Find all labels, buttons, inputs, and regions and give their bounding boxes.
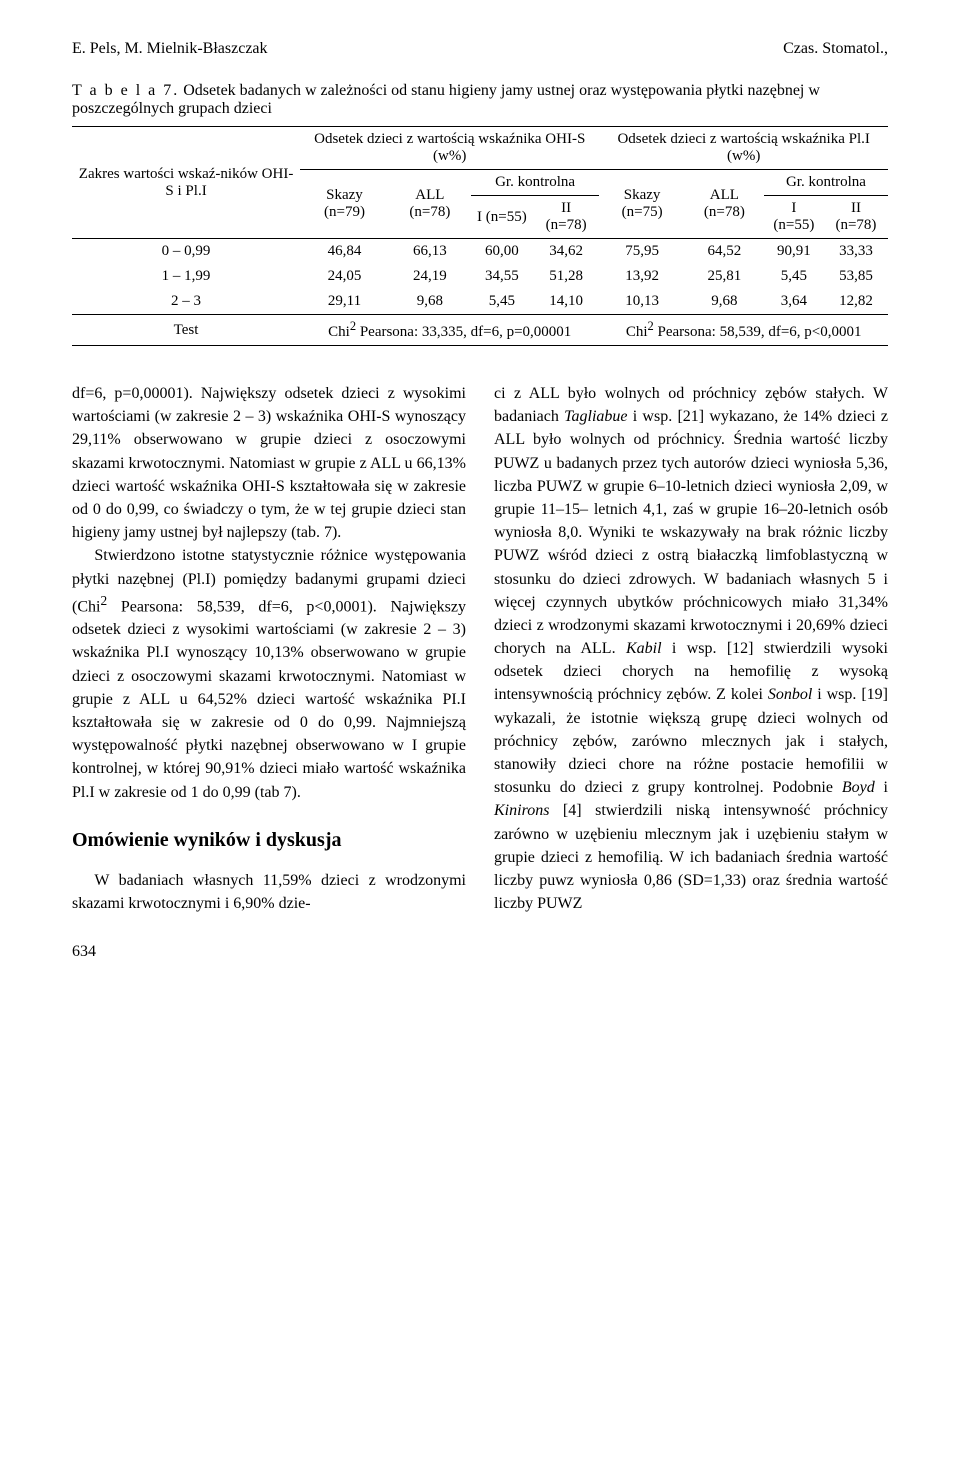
left-p3: W badaniach własnych 11,59% dzieci z wro… [72,869,466,915]
table-caption: T a b e l a 7. Odsetek badanych w zależn… [72,82,888,118]
cell: 9,68 [389,289,471,315]
cell: 10,13 [599,289,685,315]
col-i-b: I (n=55) [764,196,824,239]
col-i-a: I (n=55) [471,196,533,239]
cell: 5,45 [764,264,824,289]
right-column: ci z ALL było wolnych od próchnicy zębów… [494,382,888,915]
cell: 3,64 [764,289,824,315]
right-p1: ci z ALL było wolnych od próchnicy zębów… [494,382,888,915]
cell: 90,91 [764,239,824,265]
col-grk-a: Gr. kontrolna [471,170,599,196]
right-p1-it5: Kinirons [494,802,549,819]
cell: 9,68 [685,289,764,315]
page-number: 634 [72,943,888,961]
left-p2-b: Pearsona: 58,539, df=6, p<0,0001). Najwi… [72,598,466,801]
table-row: 1 – 1,99 24,05 24,19 34,55 51,28 13,92 2… [72,264,888,289]
body-columns: df=6, p=0,00001). Największy odsetek dzi… [72,382,888,915]
col-skazy-a: Skazy (n=79) [300,170,389,239]
test-cell-b: Chi2 Pearsona: 58,539, df=6, p<0,0001 [599,315,888,346]
col-skazy-b: Skazy (n=75) [599,170,685,239]
test-a-rest: Pearsona: 33,335, df=6, p=0,00001 [356,324,571,340]
test-a-prefix: Chi [328,324,350,340]
right-p1-f: [4] stwierdzili niską intensywność próch… [494,802,888,912]
right-p1-b: i wsp. [21] wykazano, że 14% dzieci z AL… [494,408,888,657]
cell: 33,33 [824,239,888,265]
col-all-b: ALL (n=78) [685,170,764,239]
cell: 34,55 [471,264,533,289]
cell: 60,00 [471,239,533,265]
row-label: Test [72,315,300,346]
test-cell-a: Chi2 Pearsona: 33,335, df=6, p=0,00001 [300,315,599,346]
cell: 14,10 [533,289,599,315]
table-row: 0 – 0,99 46,84 66,13 60,00 34,62 75,95 6… [72,239,888,265]
col-rowhead: Zakres wartości wskaź-ników OHI-S i Pl.I [72,127,300,239]
section-heading: Omówienie wyników i dyskusja [72,826,466,855]
cell: 46,84 [300,239,389,265]
cell: 53,85 [824,264,888,289]
right-p1-e: i [875,779,888,796]
right-p1-it3: Sonbol [768,686,812,703]
left-p2: Stwierdzono istotne statystycznie różnic… [72,544,466,803]
cell: 24,19 [389,264,471,289]
cell: 25,81 [685,264,764,289]
row-label: 0 – 0,99 [72,239,300,265]
group-b-header: Odsetek dzieci z wartością wskaźnika Pl.… [599,127,888,170]
cell: 34,62 [533,239,599,265]
data-table: Zakres wartości wskaź-ników OHI-S i Pl.I… [72,126,888,346]
cell: 75,95 [599,239,685,265]
table-caption-text: Odsetek badanych w zależności od stanu h… [72,82,820,117]
left-p1: df=6, p=0,00001). Największy odsetek dzi… [72,382,466,544]
col-grk-b: Gr. kontrolna [764,170,888,196]
cell: 24,05 [300,264,389,289]
col-ii-a: II (n=78) [533,196,599,239]
right-p1-it2: Kabil [626,640,662,657]
running-head-left: E. Pels, M. Mielnik-Błaszczak [72,40,268,58]
running-head: E. Pels, M. Mielnik-Błaszczak Czas. Stom… [72,40,888,58]
row-label: 2 – 3 [72,289,300,315]
group-a-header: Odsetek dzieci z wartością wskaźnika OHI… [300,127,599,170]
col-ii-b: II (n=78) [824,196,888,239]
right-p1-it4: Boyd [842,779,875,796]
test-b-rest: Pearsona: 58,539, df=6, p<0,0001 [654,324,862,340]
left-column: df=6, p=0,00001). Największy odsetek dzi… [72,382,466,915]
row-label: 1 – 1,99 [72,264,300,289]
cell: 29,11 [300,289,389,315]
cell: 12,82 [824,289,888,315]
table-row: Test Chi2 Pearsona: 33,335, df=6, p=0,00… [72,315,888,346]
running-head-right: Czas. Stomatol., [783,40,888,58]
cell: 64,52 [685,239,764,265]
right-p1-it1: Tagliabue [564,408,627,425]
table-row: 2 – 3 29,11 9,68 5,45 14,10 10,13 9,68 3… [72,289,888,315]
test-b-prefix: Chi [626,324,648,340]
table-caption-label: T a b e l a 7. [72,82,179,99]
col-all-a: ALL (n=78) [389,170,471,239]
cell: 13,92 [599,264,685,289]
cell: 5,45 [471,289,533,315]
cell: 51,28 [533,264,599,289]
cell: 66,13 [389,239,471,265]
